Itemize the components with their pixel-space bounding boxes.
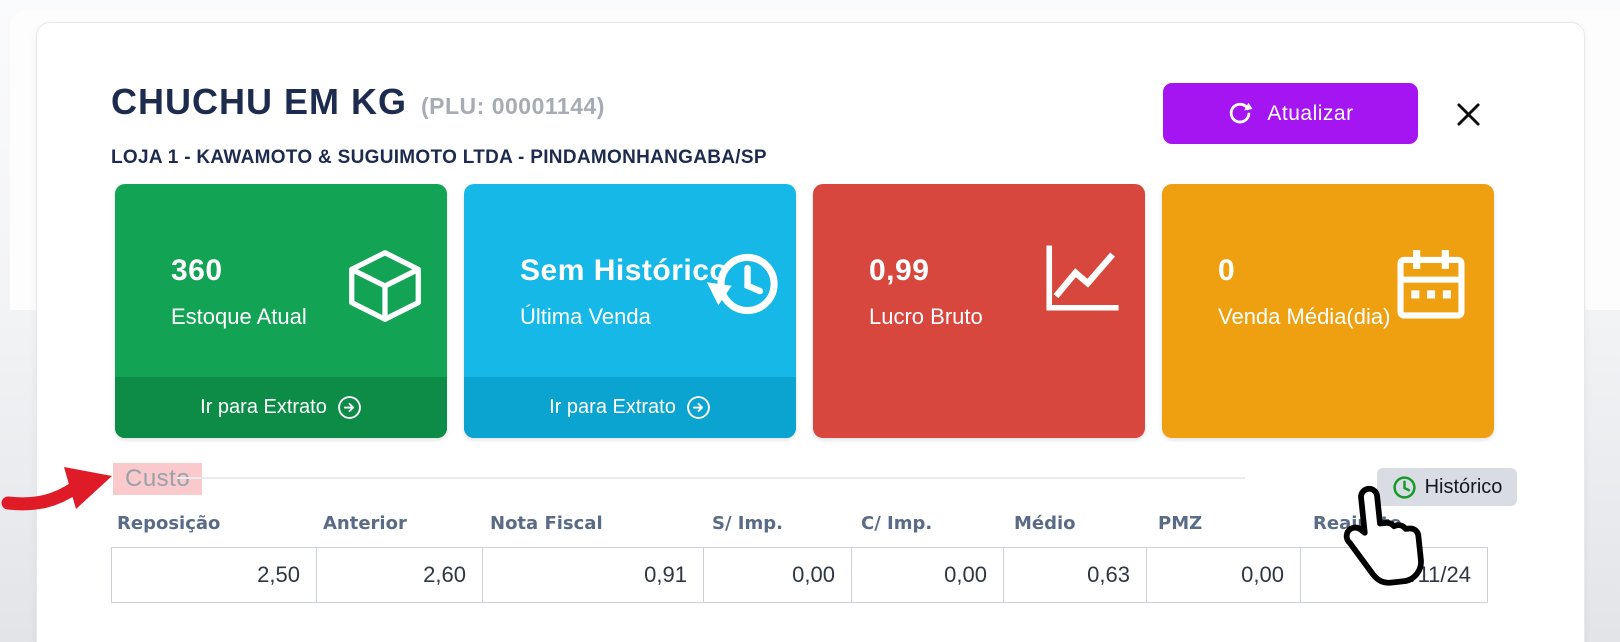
stat-value: Sem Histórico (520, 254, 729, 287)
stat-label: Venda Média(dia) (1218, 304, 1391, 329)
stat-card-venda-media: 0 Venda Média(dia) (1162, 184, 1494, 438)
footer-label: Ir para Extrato (549, 396, 676, 418)
history-button-label: Histórico (1424, 475, 1503, 498)
arrow-right-circle-icon (337, 395, 362, 420)
cell-pmz: 0,00 (1146, 547, 1301, 603)
cost-table-header: Reposição Anterior Nota Fiscal S/ Imp. C… (111, 513, 1495, 534)
close-x-icon (1452, 98, 1485, 131)
store-line: LOJA 1 - KAWAMOTO & SUGUIMOTO LTDA - PIN… (111, 147, 767, 168)
stat-card-estoque-atual: 360 Estoque Atual Ir para Extrato (115, 184, 447, 438)
cost-table: Reposição Anterior Nota Fiscal S/ Imp. C… (111, 513, 1495, 603)
history-button[interactable]: Histórico (1377, 468, 1517, 506)
cube-icon (343, 242, 427, 330)
refresh-button[interactable]: Atualizar (1163, 83, 1418, 144)
column-header: Reajuste (1313, 513, 1402, 534)
page-title: CHUCHU EM KG (111, 81, 407, 122)
stat-value: 0,99 (869, 254, 930, 287)
column-header: Reposição (117, 513, 221, 534)
plu-code: (PLU: 00001144) (421, 93, 605, 119)
cell-medio: 0,63 (1003, 547, 1147, 603)
calendar-icon (1388, 242, 1474, 328)
stat-label: Lucro Bruto (869, 304, 983, 329)
column-header: PMZ (1158, 513, 1203, 534)
column-header: Médio (1014, 513, 1076, 534)
cell-reposicao: 2,50 (111, 547, 317, 603)
go-to-extract-link[interactable]: Ir para Extrato (464, 377, 796, 438)
history-clock-icon (698, 238, 790, 330)
title-row: CHUCHU EM KG (PLU: 00001144) (111, 81, 605, 123)
column-header: S/ Imp. (712, 513, 783, 534)
footer-label: Ir para Extrato (200, 396, 327, 418)
stat-card-lucro-bruto: 0,99 Lucro Bruto (813, 184, 1145, 438)
refresh-button-label: Atualizar (1267, 101, 1354, 125)
stat-label: Estoque Atual (171, 304, 307, 329)
cell-nota-fiscal: 0,91 (482, 547, 704, 603)
section-divider (177, 477, 1245, 479)
line-chart-icon (1035, 236, 1123, 320)
cost-section-label: Custo (113, 463, 203, 495)
close-button[interactable] (1445, 91, 1491, 137)
column-header: C/ Imp. (861, 513, 933, 534)
product-detail-modal: CHUCHU EM KG (PLU: 00001144) LOJA 1 - KA… (36, 22, 1585, 642)
stat-card-ultima-venda: Sem Histórico Última Venda Ir para Extra… (464, 184, 796, 438)
refresh-icon (1227, 101, 1253, 127)
arrow-right-circle-icon (686, 395, 711, 420)
cell-anterior: 2,60 (316, 547, 483, 603)
stat-value: 360 (171, 254, 223, 287)
stat-cards: 360 Estoque Atual Ir para Extrato (115, 184, 1494, 438)
cost-table-row: 2,50 2,60 0,91 0,00 0,00 0,63 0,00 27/11… (111, 547, 1495, 603)
stat-value: 0 (1218, 254, 1236, 287)
column-header: Nota Fiscal (490, 513, 603, 534)
go-to-extract-link[interactable]: Ir para Extrato (115, 377, 447, 438)
clock-icon (1392, 475, 1417, 500)
cell-reajuste: 27/11/24 (1300, 547, 1488, 603)
cell-c-imp: 0,00 (851, 547, 1004, 603)
cell-s-imp: 0,00 (703, 547, 852, 603)
stat-label: Última Venda (520, 304, 651, 329)
column-header: Anterior (323, 513, 407, 534)
